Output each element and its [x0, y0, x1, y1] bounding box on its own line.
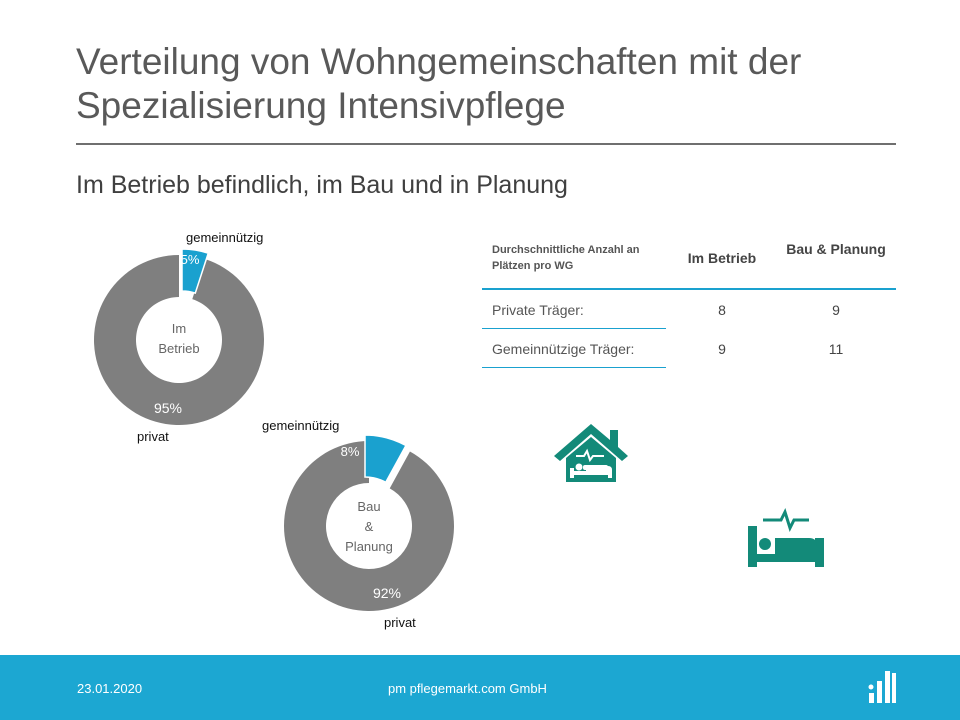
chart-center-label: Planung — [345, 539, 393, 554]
chart-center-label: Im — [172, 321, 186, 336]
footer-date: 23.01.2020 — [77, 681, 143, 696]
table-header-bau-planung: Bau & Planung — [786, 241, 886, 257]
pie-slice-gemeinnuetzig — [364, 434, 407, 484]
legend-label-privat: privat — [384, 615, 416, 630]
table-cell: 11 — [828, 341, 844, 357]
data-label-gemeinnuetzig: 8% — [341, 444, 360, 459]
company-logo-icon — [868, 671, 896, 703]
table-description: Durchschnittliche Anzahl an Plätzen pro … — [492, 244, 640, 272]
legend-label-gemeinnuetzig: gemeinnützig — [262, 418, 339, 433]
row-underline — [482, 328, 666, 329]
pie-slice-privat — [93, 255, 264, 426]
pie-slice-gemeinnuetzig — [181, 248, 210, 295]
table-header-rule — [482, 288, 896, 290]
data-label-privat: 95% — [154, 400, 182, 416]
footer-company: pm pflegemarkt.com GmbH — [388, 681, 547, 696]
legend-label-gemeinnuetzig: gemeinnützig — [186, 230, 263, 245]
table-row-label: Gemeinnützige Träger: — [492, 341, 635, 357]
chart-center-label: Betrieb — [158, 341, 199, 356]
house-medical-icon — [554, 424, 628, 482]
table-cell: 9 — [832, 302, 840, 318]
table-cell: 9 — [718, 341, 726, 357]
data-label-gemeinnuetzig: 5% — [181, 252, 200, 267]
table-row: Private Träger: 8 9 — [482, 290, 896, 329]
chart-center-label: & — [365, 519, 374, 534]
pie-slice-privat — [283, 441, 454, 612]
chart-center-label: Bau — [357, 499, 380, 514]
table-header-im-betrieb: Im Betrieb — [687, 250, 757, 266]
donut-charts: 5% 95% gemeinnützig privat Im Betrieb 8% 92% gem… — [93, 230, 454, 630]
table-row-label: Private Träger: — [492, 302, 584, 318]
row-underline — [482, 367, 666, 368]
table-row: Gemeinnützige Träger: 9 11 — [482, 329, 896, 368]
footer-bar: 23.01.2020 pm pflegemarkt.com GmbH — [0, 655, 960, 720]
table-cell: 8 — [718, 302, 726, 318]
hospital-bed-icon — [748, 508, 824, 567]
page-title: Verteilung von Wohngemeinschaften mit de… — [76, 41, 802, 126]
title-divider — [76, 143, 896, 145]
page-subtitle: Im Betrieb befindlich, im Bau und in Pla… — [76, 171, 568, 199]
data-label-privat: 92% — [373, 585, 401, 601]
legend-label-privat: privat — [137, 429, 169, 444]
